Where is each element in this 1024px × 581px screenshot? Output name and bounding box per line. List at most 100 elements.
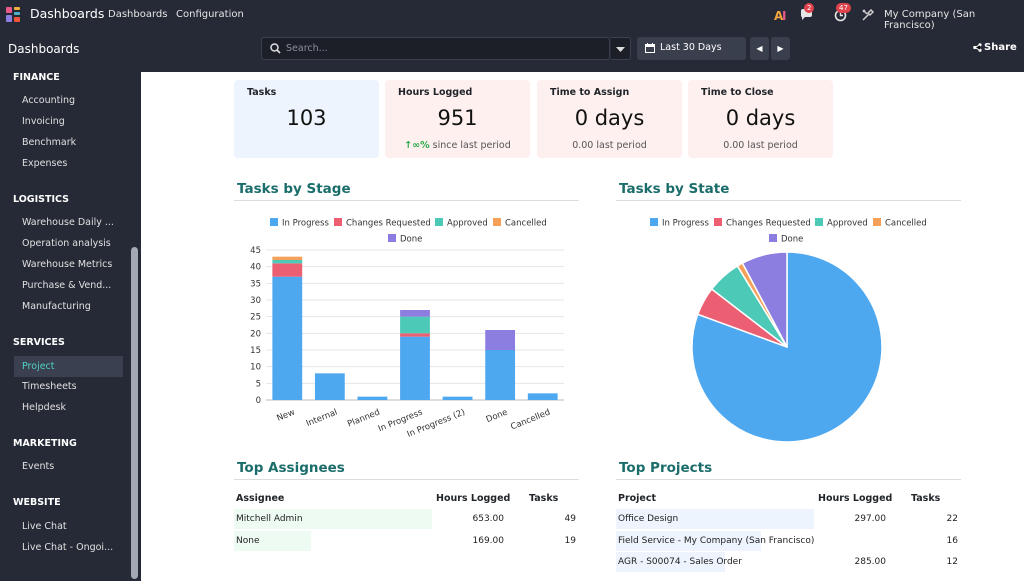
search-input[interactable]: [286, 41, 596, 56]
column-header-tasks: Tasks: [911, 493, 941, 504]
sidebar-item-live-chat-ongoing[interactable]: Live Chat - Ongoi...: [22, 542, 114, 553]
kpi-comparison: ↑∞% since last period: [385, 140, 530, 151]
sidebar-item-helpdesk[interactable]: Helpdesk: [22, 402, 66, 413]
legend-item[interactable]: Done: [769, 234, 803, 245]
sidebar-scrollbar[interactable]: [131, 247, 138, 579]
legend-swatch: [815, 218, 823, 226]
legend-swatch: [714, 218, 722, 226]
cell-name: AGR - S00074 - Sales Order: [618, 557, 742, 567]
bar-segment[interactable]: [357, 396, 388, 400]
bar-segment[interactable]: [485, 330, 516, 350]
sidebar-item-accounting[interactable]: Accounting: [22, 95, 76, 106]
calendar-icon: [645, 43, 655, 53]
search-options-toggle[interactable]: [611, 37, 631, 60]
app-title[interactable]: Dashboards: [30, 6, 105, 21]
y-tick-label: 25: [250, 313, 261, 323]
kpi-change: 0.00: [572, 140, 594, 151]
sidebar-item-benchmark[interactable]: Benchmark: [22, 137, 77, 148]
sidebar-item-manufacturing[interactable]: Manufacturing: [22, 301, 91, 312]
cell-name: Mitchell Admin: [236, 514, 303, 524]
activities-count: 47: [836, 3, 851, 13]
sidebar-item-project[interactable]: Project: [14, 356, 123, 377]
y-tick-label: 0: [256, 396, 261, 406]
sidebar-item-warehouse-daily[interactable]: Warehouse Daily ...: [22, 217, 114, 228]
kpi-label: Time to Assign: [550, 87, 630, 98]
legend-label: Cancelled: [505, 219, 547, 229]
sidebar-item-invoicing[interactable]: Invoicing: [22, 116, 65, 127]
date-filter-button[interactable]: Last 30 Days: [637, 37, 746, 60]
pie-slice[interactable]: [691, 251, 883, 443]
cell-name: Office Design: [618, 514, 679, 524]
cell-name: None: [236, 535, 260, 546]
sidebar-item-warehouse-metrics[interactable]: Warehouse Metrics: [22, 259, 113, 270]
bar-segment[interactable]: [400, 310, 430, 317]
legend-item[interactable]: Approved: [815, 218, 868, 229]
legend-item[interactable]: Approved: [435, 218, 488, 229]
legend-label: Cancelled: [885, 219, 927, 229]
next-period-button[interactable]: ▶: [771, 37, 790, 60]
bar-segment[interactable]: [527, 393, 558, 400]
legend-item[interactable]: Changes Requested: [334, 218, 431, 229]
bar-segment[interactable]: [314, 373, 345, 400]
tasks-by-state-chart[interactable]: In Progress Changes Requested Approved Canc…: [616, 206, 961, 446]
cell-tasks: 49: [564, 514, 576, 524]
dashboards-app-icon[interactable]: [6, 7, 22, 23]
bar-segment[interactable]: [272, 263, 303, 277]
sidebar-item-events[interactable]: Events: [22, 461, 55, 472]
kpi-change: 0.00: [723, 140, 745, 151]
kpi-value: 0 days: [574, 106, 645, 130]
pie-slice[interactable]: [741, 251, 788, 348]
x-tick-label: Done: [485, 408, 509, 426]
legend-label: Approved: [827, 219, 868, 229]
bar-segment[interactable]: [272, 256, 303, 260]
kpi-card-time-to-close[interactable]: Time to Close 0 days 0.00 last period: [688, 80, 833, 158]
legend-item[interactable]: Cancelled: [493, 218, 547, 229]
kpi-sub-label: since last period: [432, 140, 511, 151]
sidebar-section-website: WEBSITE: [13, 497, 61, 508]
legend-item[interactable]: Changes Requested: [714, 218, 811, 229]
legend-item[interactable]: In Progress: [650, 218, 709, 229]
menu-configuration[interactable]: Configuration: [176, 9, 244, 20]
previous-period-button[interactable]: ◀: [750, 37, 769, 60]
kpi-card-hours-logged[interactable]: Hours Logged 951 ↑∞% since last period: [385, 80, 530, 158]
sidebar-section-logistics: LOGISTICS: [13, 194, 69, 205]
bar-segment[interactable]: [272, 276, 303, 400]
legend-item[interactable]: Done: [388, 234, 422, 245]
bar-segment[interactable]: [272, 260, 303, 264]
sidebar-section-services: SERVICES: [13, 337, 65, 348]
activities-icon[interactable]: 47: [828, 3, 852, 24]
company-switcher[interactable]: My Company (San Francisco): [884, 9, 976, 31]
kpi-card-tasks[interactable]: Tasks 103: [234, 80, 379, 158]
messages-icon[interactable]: 2: [796, 3, 818, 24]
debug-tools-icon[interactable]: [861, 6, 875, 24]
legend-item[interactable]: Cancelled: [873, 218, 927, 229]
sidebar-item-live-chat[interactable]: Live Chat: [22, 521, 67, 532]
divider: [616, 479, 961, 480]
kpi-value: 951: [437, 106, 478, 130]
menu-dashboards[interactable]: Dashboards: [108, 9, 168, 20]
sidebar-item-operation-analysis[interactable]: Operation analysis: [22, 238, 111, 249]
legend-label: Done: [781, 235, 803, 245]
chart-title-tasks-by-state: Tasks by State: [619, 181, 730, 197]
bar-segment[interactable]: [442, 396, 473, 400]
bar-segment[interactable]: [485, 350, 516, 400]
y-tick-label: 40: [250, 263, 261, 273]
kpi-label: Tasks: [247, 87, 277, 98]
cell-tasks: 16: [946, 535, 958, 546]
legend-swatch: [270, 218, 278, 226]
bar-segment[interactable]: [400, 333, 430, 337]
kpi-card-time-to-assign[interactable]: Time to Assign 0 days 0.00 last period: [537, 80, 682, 158]
sidebar-item-expenses[interactable]: Expenses: [22, 158, 68, 169]
tasks-by-stage-chart[interactable]: In Progress Changes Requested Approved Canc…: [234, 206, 579, 446]
cell-name: Field Service - My Company (San Francisc…: [618, 535, 815, 546]
bar-segment[interactable]: [400, 316, 430, 334]
chart-title-tasks-by-stage: Tasks by Stage: [237, 181, 351, 197]
legend-swatch: [334, 218, 342, 226]
bar-segment[interactable]: [400, 336, 430, 400]
legend-swatch: [493, 218, 501, 226]
legend-item[interactable]: In Progress: [270, 218, 329, 229]
sidebar-item-timesheets[interactable]: Timesheets: [22, 381, 77, 392]
kpi-sub-label: last period: [747, 140, 798, 151]
sidebar-item-purchase-vendors[interactable]: Purchase & Vend...: [22, 280, 112, 291]
